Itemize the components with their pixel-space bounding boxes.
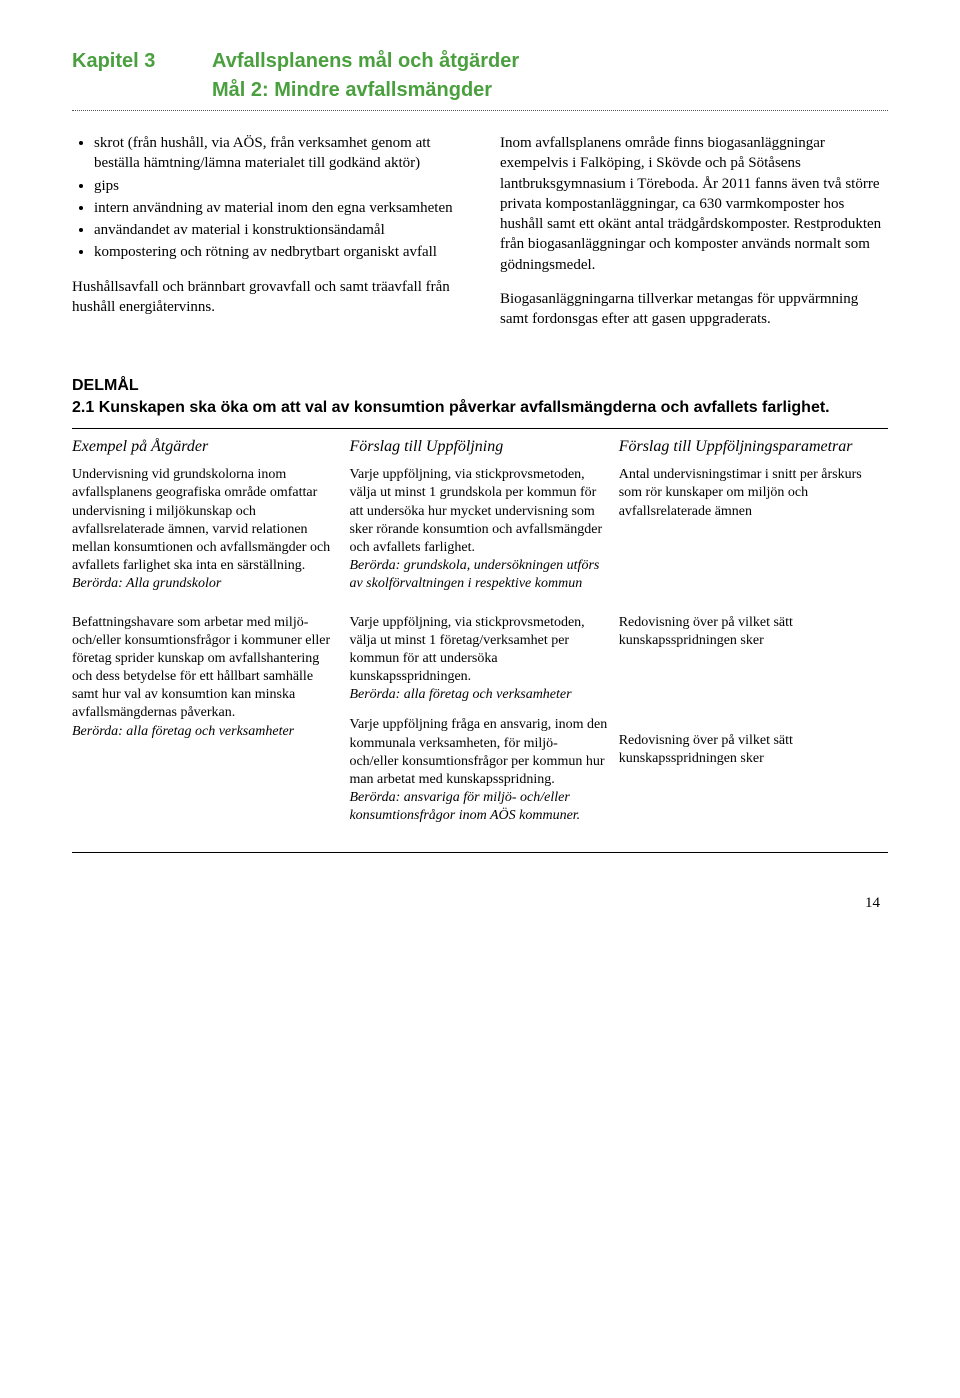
cell-text: Befattningshavare som arbetar med miljö-… <box>72 614 339 723</box>
cell-text: Antal undervisningstimar i snitt per års… <box>619 466 878 521</box>
spacer <box>619 662 878 732</box>
cell-text: Varje uppföljning fråga en ansvarig, ino… <box>349 716 608 789</box>
table-cell: Redovisning över på vilket sätt kunskaps… <box>619 608 888 853</box>
col-header: Förslag till Uppföljningsparametrar <box>619 429 888 460</box>
paragraph: Hushållsavfall och brännbart grovavfall … <box>72 277 460 318</box>
cell-block: Varje uppföljning, via stickprovsmetoden… <box>349 614 608 705</box>
list-item: intern användning av material inom den e… <box>94 198 460 218</box>
cell-em: Berörda: alla företag och verksamheter <box>72 723 339 741</box>
table-cell: Undervisning vid grundskolorna inom avfa… <box>72 460 349 607</box>
cell-em: Berörda: Alla grundskolor <box>72 575 339 593</box>
table-cell: Varje uppföljning, via stickprovsmetoden… <box>349 608 618 853</box>
table-row: Undervisning vid grundskolorna inom avfa… <box>72 460 888 607</box>
delmal-label: DELMÅL <box>72 375 888 397</box>
delmal-title: 2.1 Kunskapen ska öka om att val av kons… <box>72 397 888 419</box>
chapter-subtitle: Mål 2: Mindre avfallsmängder <box>72 77 888 104</box>
cell-text: Redovisning över på vilket sätt kunskaps… <box>619 614 878 650</box>
paragraph: Inom avfallsplanens område finns biogasa… <box>500 133 888 275</box>
table-header-row: Exempel på Åtgärder Förslag till Uppfölj… <box>72 429 888 460</box>
divider <box>72 110 888 111</box>
list-item: kompostering och rötning av nedbrytbart … <box>94 242 460 262</box>
paragraph: Biogasanläggningarna tillverkar metangas… <box>500 289 888 330</box>
bullet-list: skrot (från hushåll, via AÖS, från verks… <box>72 133 460 263</box>
cell-text: Varje uppföljning, via stickprovsmetoden… <box>349 466 608 557</box>
cell-em: Berörda: ansvariga för miljö- och/eller … <box>349 789 608 825</box>
col-header: Förslag till Uppföljning <box>349 429 618 460</box>
table-cell: Antal undervisningstimar i snitt per års… <box>619 460 888 607</box>
chapter-header: Kapitel 3 Avfallsplanens mål och åtgärde… <box>72 48 888 75</box>
page-number: 14 <box>72 893 888 913</box>
list-item: användandet av material i konstruktionsä… <box>94 220 460 240</box>
cell-em: Berörda: alla företag och verksamheter <box>349 686 608 704</box>
action-table: Exempel på Åtgärder Förslag till Uppfölj… <box>72 428 888 852</box>
list-item: skrot (från hushåll, via AÖS, från verks… <box>94 133 460 174</box>
two-column-body: skrot (från hushåll, via AÖS, från verks… <box>72 133 888 343</box>
left-column: skrot (från hushåll, via AÖS, från verks… <box>72 133 460 343</box>
col-header: Exempel på Åtgärder <box>72 429 349 460</box>
chapter-title: Avfallsplanens mål och åtgärder <box>212 48 519 75</box>
table-cell: Varje uppföljning, via stickprovsmetoden… <box>349 460 618 607</box>
cell-text: Varje uppföljning, via stickprovsmetoden… <box>349 614 608 687</box>
table-cell: Befattningshavare som arbetar med miljö-… <box>72 608 349 853</box>
list-item: gips <box>94 176 460 196</box>
right-column: Inom avfallsplanens område finns biogasa… <box>500 133 888 343</box>
cell-text: Redovisning över på vilket sätt kunskaps… <box>619 732 878 768</box>
cell-em: Berörda: grundskola, undersökningen utfö… <box>349 557 608 593</box>
chapter-label: Kapitel 3 <box>72 48 212 75</box>
table-row: Befattningshavare som arbetar med miljö-… <box>72 608 888 853</box>
cell-text: Undervisning vid grundskolorna inom avfa… <box>72 466 339 575</box>
cell-block: Varje uppföljning fråga en ansvarig, ino… <box>349 716 608 825</box>
